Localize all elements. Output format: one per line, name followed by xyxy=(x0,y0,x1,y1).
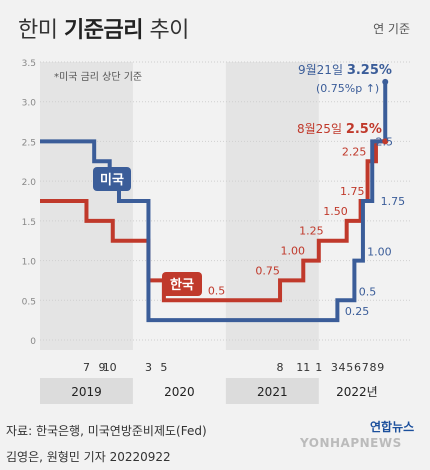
y-tick-label: 2.0 xyxy=(22,178,37,188)
y-tick-label: 3.0 xyxy=(22,99,37,109)
us-value-label: 2.5 xyxy=(375,135,393,148)
x-month-tick: 1 xyxy=(315,361,322,374)
chart-title: 한미 기준금리 추이 xyxy=(18,18,189,43)
x-month-tick: 6 xyxy=(354,361,361,374)
x-month-tick: 3 xyxy=(145,361,152,374)
x-month-tick: 8 xyxy=(369,361,376,374)
korea-value-label: 2.25 xyxy=(342,145,367,158)
us-value-label: 0.5 xyxy=(359,285,377,298)
korea-badge xyxy=(162,272,202,296)
year-label-band-2021 xyxy=(225,378,319,404)
x-month-tick: 4 xyxy=(339,361,346,374)
year-label-band-2019 xyxy=(40,378,133,404)
x-year-label: 2021 xyxy=(257,385,288,399)
korea-end-marker xyxy=(382,138,389,145)
y-tick-label: 3.5 xyxy=(22,59,36,69)
x-month-tick: 11 xyxy=(296,361,310,374)
korea-value-label: 0.75 xyxy=(255,264,280,277)
x-month-tick: 10 xyxy=(103,361,117,374)
us-value-label: 1.00 xyxy=(367,246,392,259)
us-rate-line xyxy=(40,81,388,323)
korea-value-label: 0.5 xyxy=(208,284,226,297)
x-month-tick: 9 xyxy=(98,361,105,374)
korea-highlight-date: 8월25일 2.5% xyxy=(297,122,382,137)
x-month-tick: 5 xyxy=(160,361,167,374)
korea-value-label: 1.50 xyxy=(323,205,348,218)
us-highlight-date: 9월21일 3.25% xyxy=(298,63,392,78)
y-tick-label: 0.5 xyxy=(22,297,36,307)
x-year-label: 2020 xyxy=(164,385,195,399)
x-year-label: 2022년 xyxy=(336,385,378,399)
yonhap-logo: 연합뉴스 xyxy=(370,420,415,434)
korea-value-label: 1.75 xyxy=(340,185,365,198)
yonhap-logo-sub: YONHAPNEWS xyxy=(300,436,402,450)
us-highlight-value: 3.25% xyxy=(347,63,392,78)
korea-value-label: 1.25 xyxy=(299,225,324,238)
footnote: *미국 금리 상단 기준 xyxy=(54,71,142,83)
x-month-tick: 7 xyxy=(83,361,90,374)
y-tick-label: 0 xyxy=(30,337,36,347)
x-month-tick: 7 xyxy=(362,361,369,374)
credit-line: 김영은, 원형민 기자 20220922 xyxy=(6,450,171,464)
korea-rate-line xyxy=(40,139,386,303)
x-month-tick: 9 xyxy=(377,361,384,374)
source-note: 자료: 한국은행, 미국연방준비제도(Fed) xyxy=(6,424,207,438)
y-tick-label: 2.5 xyxy=(22,138,36,148)
y-tick-label: 1.0 xyxy=(22,258,37,268)
us-badge xyxy=(93,167,131,191)
us-end-marker xyxy=(382,78,389,85)
y-tick-label: 1.5 xyxy=(22,218,36,228)
year-band-2021 xyxy=(225,62,319,350)
x-month-tick: 8 xyxy=(277,361,284,374)
x-year-label: 2019 xyxy=(71,385,102,399)
us-value-label: 1.75 xyxy=(381,195,406,208)
x-month-tick: 3 xyxy=(331,361,338,374)
us-value-label: 0.25 xyxy=(345,305,370,318)
unit-label: 연 기준 xyxy=(373,22,410,36)
korea-value-label: 1.00 xyxy=(281,245,306,258)
korea-badge-label: 한국 xyxy=(170,277,194,293)
korea-highlight-value: 2.5% xyxy=(346,122,382,137)
us-badge-label: 미국 xyxy=(100,172,124,188)
us-highlight-note: (0.75%p ↑) xyxy=(316,82,379,95)
x-month-tick: 5 xyxy=(346,361,353,374)
